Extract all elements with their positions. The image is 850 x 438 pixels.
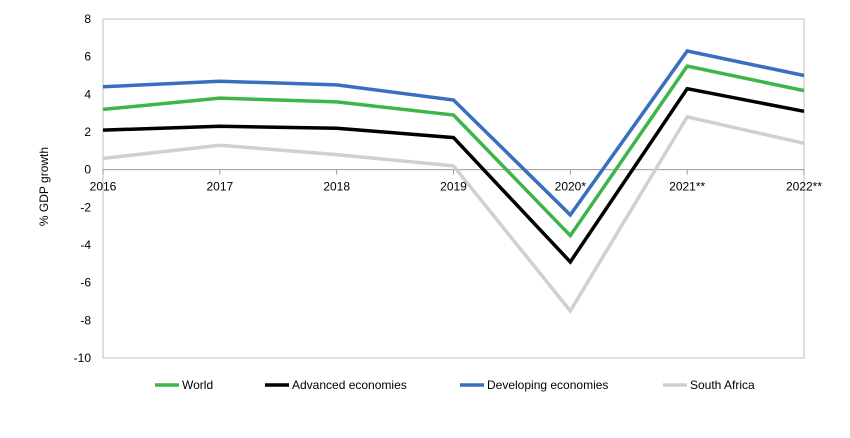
y-tick-label: 4 [84,87,91,101]
legend-label-advanced-economies: Advanced economies [292,378,407,392]
y-tick-label: 2 [84,125,91,139]
x-tick-label: 2019 [440,180,467,194]
legend-label-developing-economies: Developing economies [487,378,608,392]
series-line-south-africa [102,114,805,314]
y-tick-label: -10 [74,351,92,365]
y-tick-label: -4 [80,238,91,252]
x-axis-labels: 2016 2017 2018 2019 2020* 2021** 2022** [90,180,823,194]
legend-label-south-africa: South Africa [690,378,755,392]
x-tick-label: 2020* [555,180,587,194]
legend-label-world: World [182,378,213,392]
x-axis-ticks [102,169,805,175]
y-axis-ticks: 8 6 4 2 0 -2 -4 -6 -8 -10 [74,12,92,365]
y-tick-label: 6 [84,50,91,64]
y-axis-title: % GDP growth [37,147,51,226]
legend: World Advanced economies Developing econom… [155,378,755,392]
x-tick-label: 2022** [786,180,822,194]
x-tick-label: 2017 [206,180,233,194]
y-tick-label: 8 [84,12,91,26]
y-tick-label: 0 [84,163,91,177]
y-tick-label: -8 [80,313,91,327]
series-line-developing-economies [102,49,805,218]
y-tick-label: -2 [80,200,91,214]
x-tick-label: 2021** [669,180,705,194]
x-tick-label: 2018 [323,180,350,194]
series-lines [102,49,805,314]
x-tick-label: 2016 [90,180,117,194]
y-tick-label: -6 [80,276,91,290]
series-line-world [102,64,805,239]
series-line-advanced-economies [102,86,805,265]
plot-frame [102,18,805,359]
